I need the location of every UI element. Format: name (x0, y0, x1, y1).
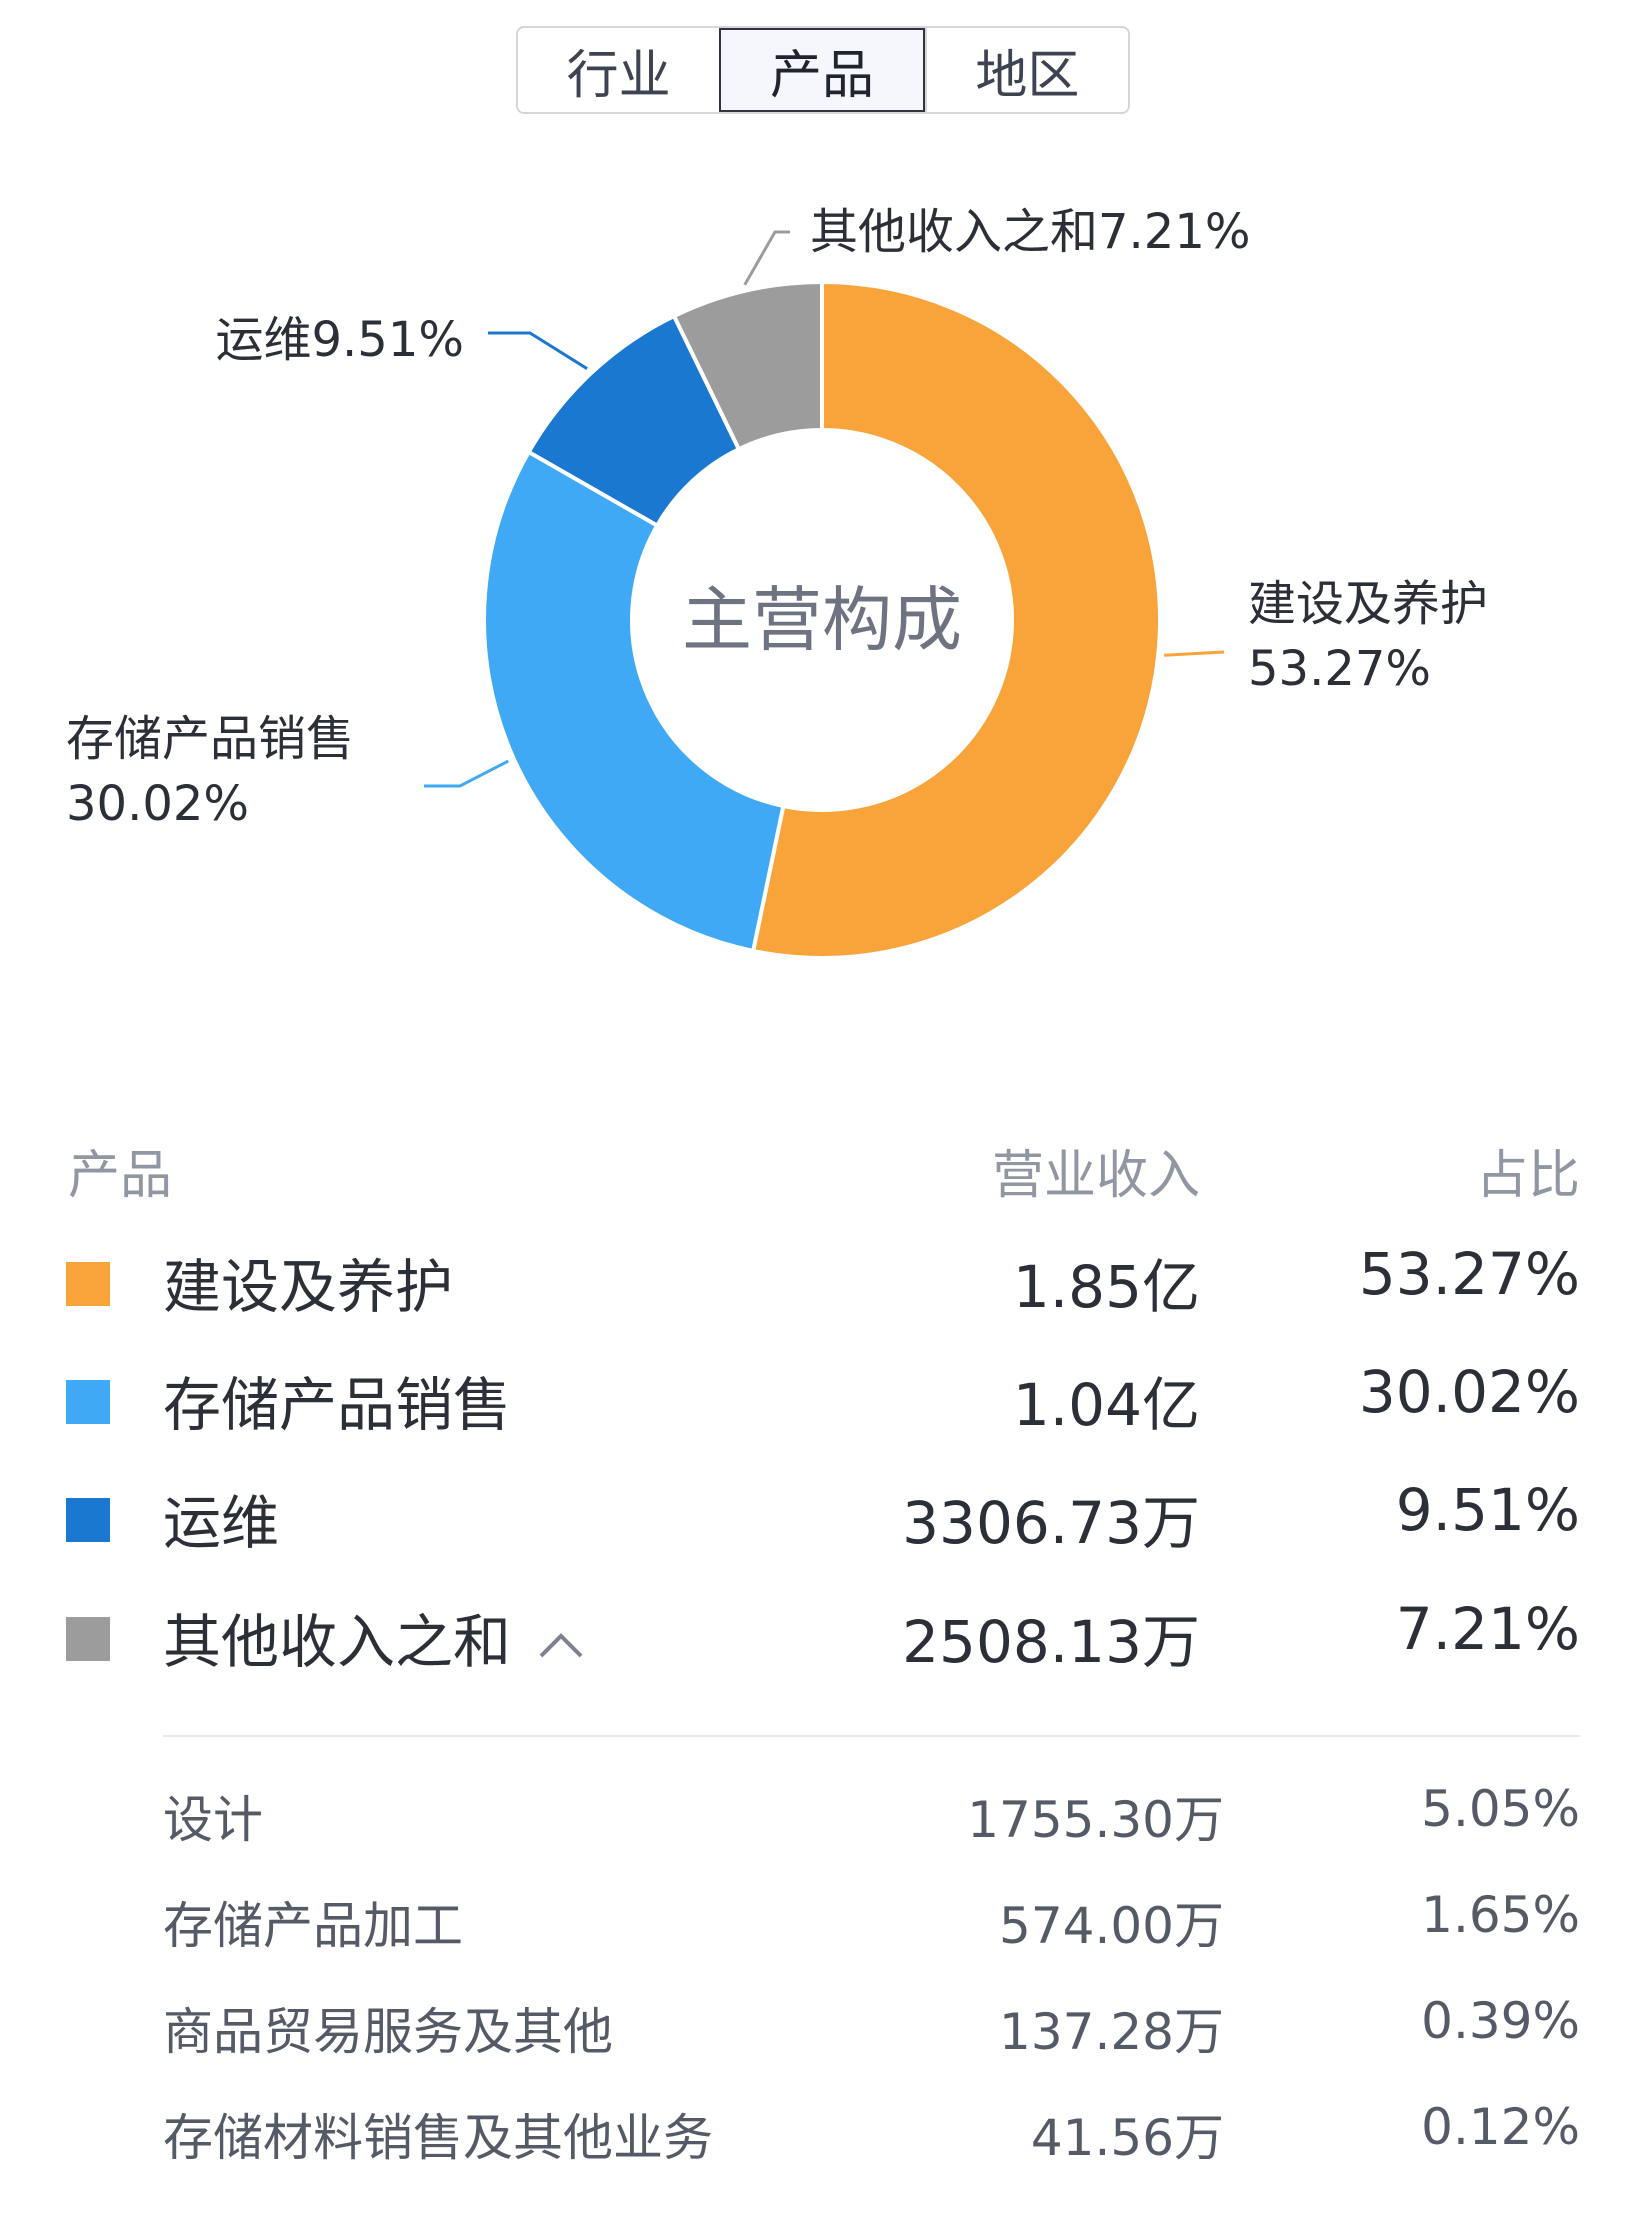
row-name: 建设及养护 (163, 1253, 454, 1321)
sub-row-name: 商品贸易服务及其他 (163, 2003, 613, 2061)
segment-tabs: 行业 产品 地区 (516, 26, 1130, 114)
slice-label-1: 30.02% (66, 776, 249, 832)
sub-row: 商品贸易服务及其他 137.28万 0.39% (0, 1992, 1644, 2062)
header-revenue: 营业收入 (991, 1146, 1200, 1206)
table-row: 建设及养护 1.85亿 53.27% (0, 1240, 1644, 1321)
sub-row-name: 存储材料销售及其他业务 (163, 2109, 713, 2167)
sub-row-share: 5.05% (1421, 1780, 1580, 1838)
legend-swatch (66, 1498, 110, 1542)
sub-row: 存储材料销售及其他业务 41.56万 0.12% (0, 2098, 1644, 2168)
leader-line-3 (743, 230, 790, 286)
sub-row: 设计 1755.30万 5.05% (0, 1780, 1644, 1850)
legend-swatch (66, 1380, 110, 1424)
row-share: 53.27% (1358, 1240, 1580, 1308)
donut-slice-0[interactable] (750, 279, 1162, 960)
leader-line-0 (1164, 650, 1225, 657)
tab-region[interactable]: 地区 (924, 28, 1128, 112)
table-header: 产品 营业收入 占比 (0, 1133, 1644, 1213)
table-row: 存储产品销售 1.04亿 30.02% (0, 1358, 1644, 1439)
sub-row-name: 存储产品加工 (163, 1897, 463, 1955)
row-revenue: 3306.73万 (902, 1489, 1200, 1557)
sub-row-revenue: 1755.30万 (967, 1791, 1224, 1849)
tab-industry[interactable]: 行业 (566, 45, 671, 106)
donut-slice-1[interactable] (482, 449, 786, 954)
donut-slice-3[interactable] (671, 279, 824, 452)
sub-row-revenue: 41.56万 (1030, 2109, 1224, 2167)
chart-center-label: 主营构成 (682, 579, 962, 661)
sub-row-name: 设计 (163, 1791, 263, 1849)
row-name: 运维 (163, 1489, 280, 1557)
sub-row-share: 0.39% (1421, 1992, 1580, 2050)
row-name: 其他收入之和 (163, 1595, 585, 1679)
row-name-text: 其他收入之和 (163, 1608, 512, 1676)
sub-row-revenue: 574.00万 (999, 1897, 1224, 1955)
slice-label-2: 运维9.51% (216, 312, 465, 368)
row-revenue: 1.04亿 (1012, 1371, 1200, 1439)
slice-label-3: 其他收入之和7.21% (810, 204, 1251, 260)
donut-chart-svg: 主营构成 建设及养护 53.27% 存储产品销售 30.02% 运维9.51% 其他收入之和… (66, 204, 1488, 960)
header-product: 产品 (68, 1146, 173, 1206)
legend-swatch (66, 1262, 110, 1306)
table-row-expandable[interactable]: 其他收入之和 2508.13万 7.21% (0, 1595, 1644, 1676)
sub-row-share: 0.12% (1421, 2098, 1580, 2156)
chevron-up-icon[interactable] (537, 1620, 585, 1671)
row-revenue: 1.85亿 (1012, 1253, 1200, 1321)
row-share: 7.21% (1395, 1595, 1580, 1663)
leader-line-1 (424, 759, 509, 788)
table-row: 运维 3306.73万 9.51% (0, 1476, 1644, 1557)
slice-label-0: 建设及养护 (1248, 576, 1488, 632)
revenue-composition-chart: 主营构成 建设及养护 53.27% 存储产品销售 30.02% 运维9.51% 其他收入之和… (0, 140, 1644, 1040)
row-share: 30.02% (1358, 1358, 1580, 1426)
sub-row-revenue: 137.28万 (999, 2003, 1224, 2061)
divider (163, 1735, 1580, 1737)
row-share: 9.51% (1395, 1476, 1580, 1544)
legend-swatch (66, 1617, 110, 1661)
row-name: 存储产品销售 (163, 1371, 512, 1439)
leader-line-2 (488, 331, 588, 370)
row-revenue: 2508.13万 (902, 1608, 1200, 1676)
slice-label-1: 存储产品销售 (66, 711, 354, 767)
sub-row: 存储产品加工 574.00万 1.65% (0, 1886, 1644, 1956)
tab-product[interactable]: 产品 (719, 28, 925, 112)
sub-row-share: 1.65% (1421, 1886, 1580, 1944)
header-share: 占比 (1475, 1146, 1580, 1206)
slice-label-0: 53.27% (1248, 641, 1431, 697)
